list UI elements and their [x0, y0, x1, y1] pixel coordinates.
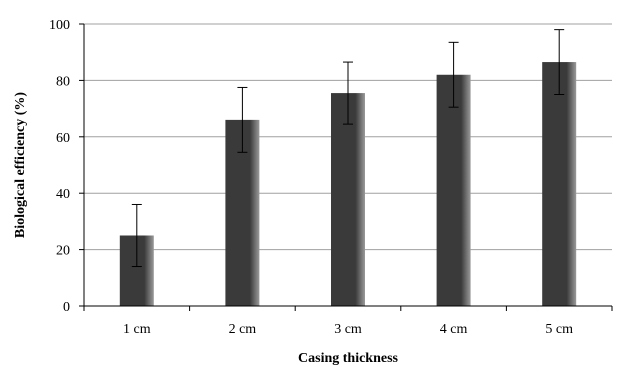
bar-4-cm: [436, 74, 471, 306]
y-axis-title: Biological efficiency (%): [13, 92, 28, 239]
y-tick-label: 100: [49, 18, 70, 33]
x-axis-title: Casing thickness: [298, 351, 399, 366]
bars: [119, 62, 577, 306]
x-tick-label: 3 cm: [334, 322, 362, 337]
x-tick-label: 2 cm: [229, 322, 257, 337]
x-tick-label: 5 cm: [545, 322, 573, 337]
bar-5-cm: [542, 62, 577, 306]
y-tick-label: 20: [56, 244, 70, 259]
x-axis: [79, 23, 613, 311]
y-tick-labels: 0 20 40 60 80 100: [49, 18, 70, 315]
error-bar: [343, 61, 353, 125]
y-tick-label: 80: [56, 74, 70, 89]
error-bar: [554, 29, 565, 95]
error-bar: [131, 203, 142, 268]
x-tick-label: 1 cm: [123, 322, 151, 337]
error-bar: [448, 41, 459, 108]
y-tick-label: 60: [56, 131, 70, 146]
x-tick-labels: 1 cm 2 cm 3 cm 4 cm 5 cm: [123, 322, 573, 337]
y-tick-label: 40: [56, 187, 70, 202]
x-tick-label: 4 cm: [440, 322, 468, 337]
error-bars: [131, 29, 565, 268]
error-bar: [237, 86, 248, 153]
bar-3-cm: [331, 93, 365, 306]
y-tick-label: 0: [63, 300, 70, 315]
